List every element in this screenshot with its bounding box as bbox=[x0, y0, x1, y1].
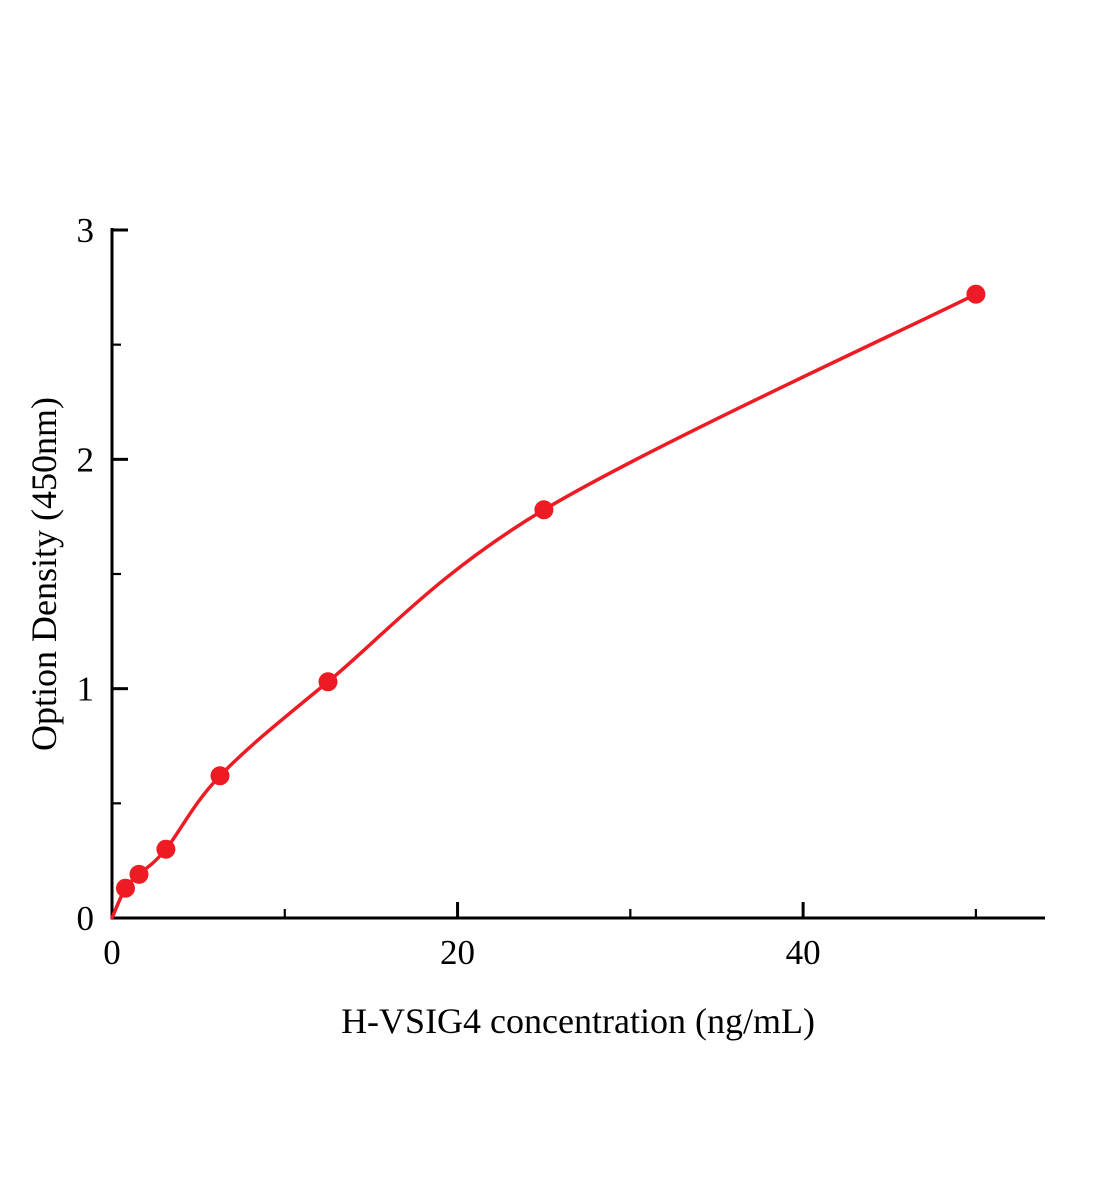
data-point bbox=[116, 878, 135, 898]
svg-text:20: 20 bbox=[440, 933, 475, 972]
data-point bbox=[156, 839, 176, 859]
svg-text:40: 40 bbox=[786, 933, 821, 972]
fit-curve bbox=[110, 292, 978, 920]
svg-text:3: 3 bbox=[77, 211, 95, 250]
data-point bbox=[534, 500, 554, 520]
x-axis-label: H-VSIG4 concentration (ng/mL) bbox=[341, 1001, 815, 1041]
data-point bbox=[129, 864, 149, 884]
data-point bbox=[210, 766, 230, 786]
data-point bbox=[966, 284, 986, 304]
y-axis-label: Option Density (450nm) bbox=[24, 397, 64, 751]
svg-text:0: 0 bbox=[103, 933, 121, 972]
svg-text:0: 0 bbox=[77, 899, 95, 938]
svg-text:2: 2 bbox=[77, 440, 95, 479]
data-point bbox=[318, 672, 338, 692]
svg-text:1: 1 bbox=[77, 670, 95, 709]
